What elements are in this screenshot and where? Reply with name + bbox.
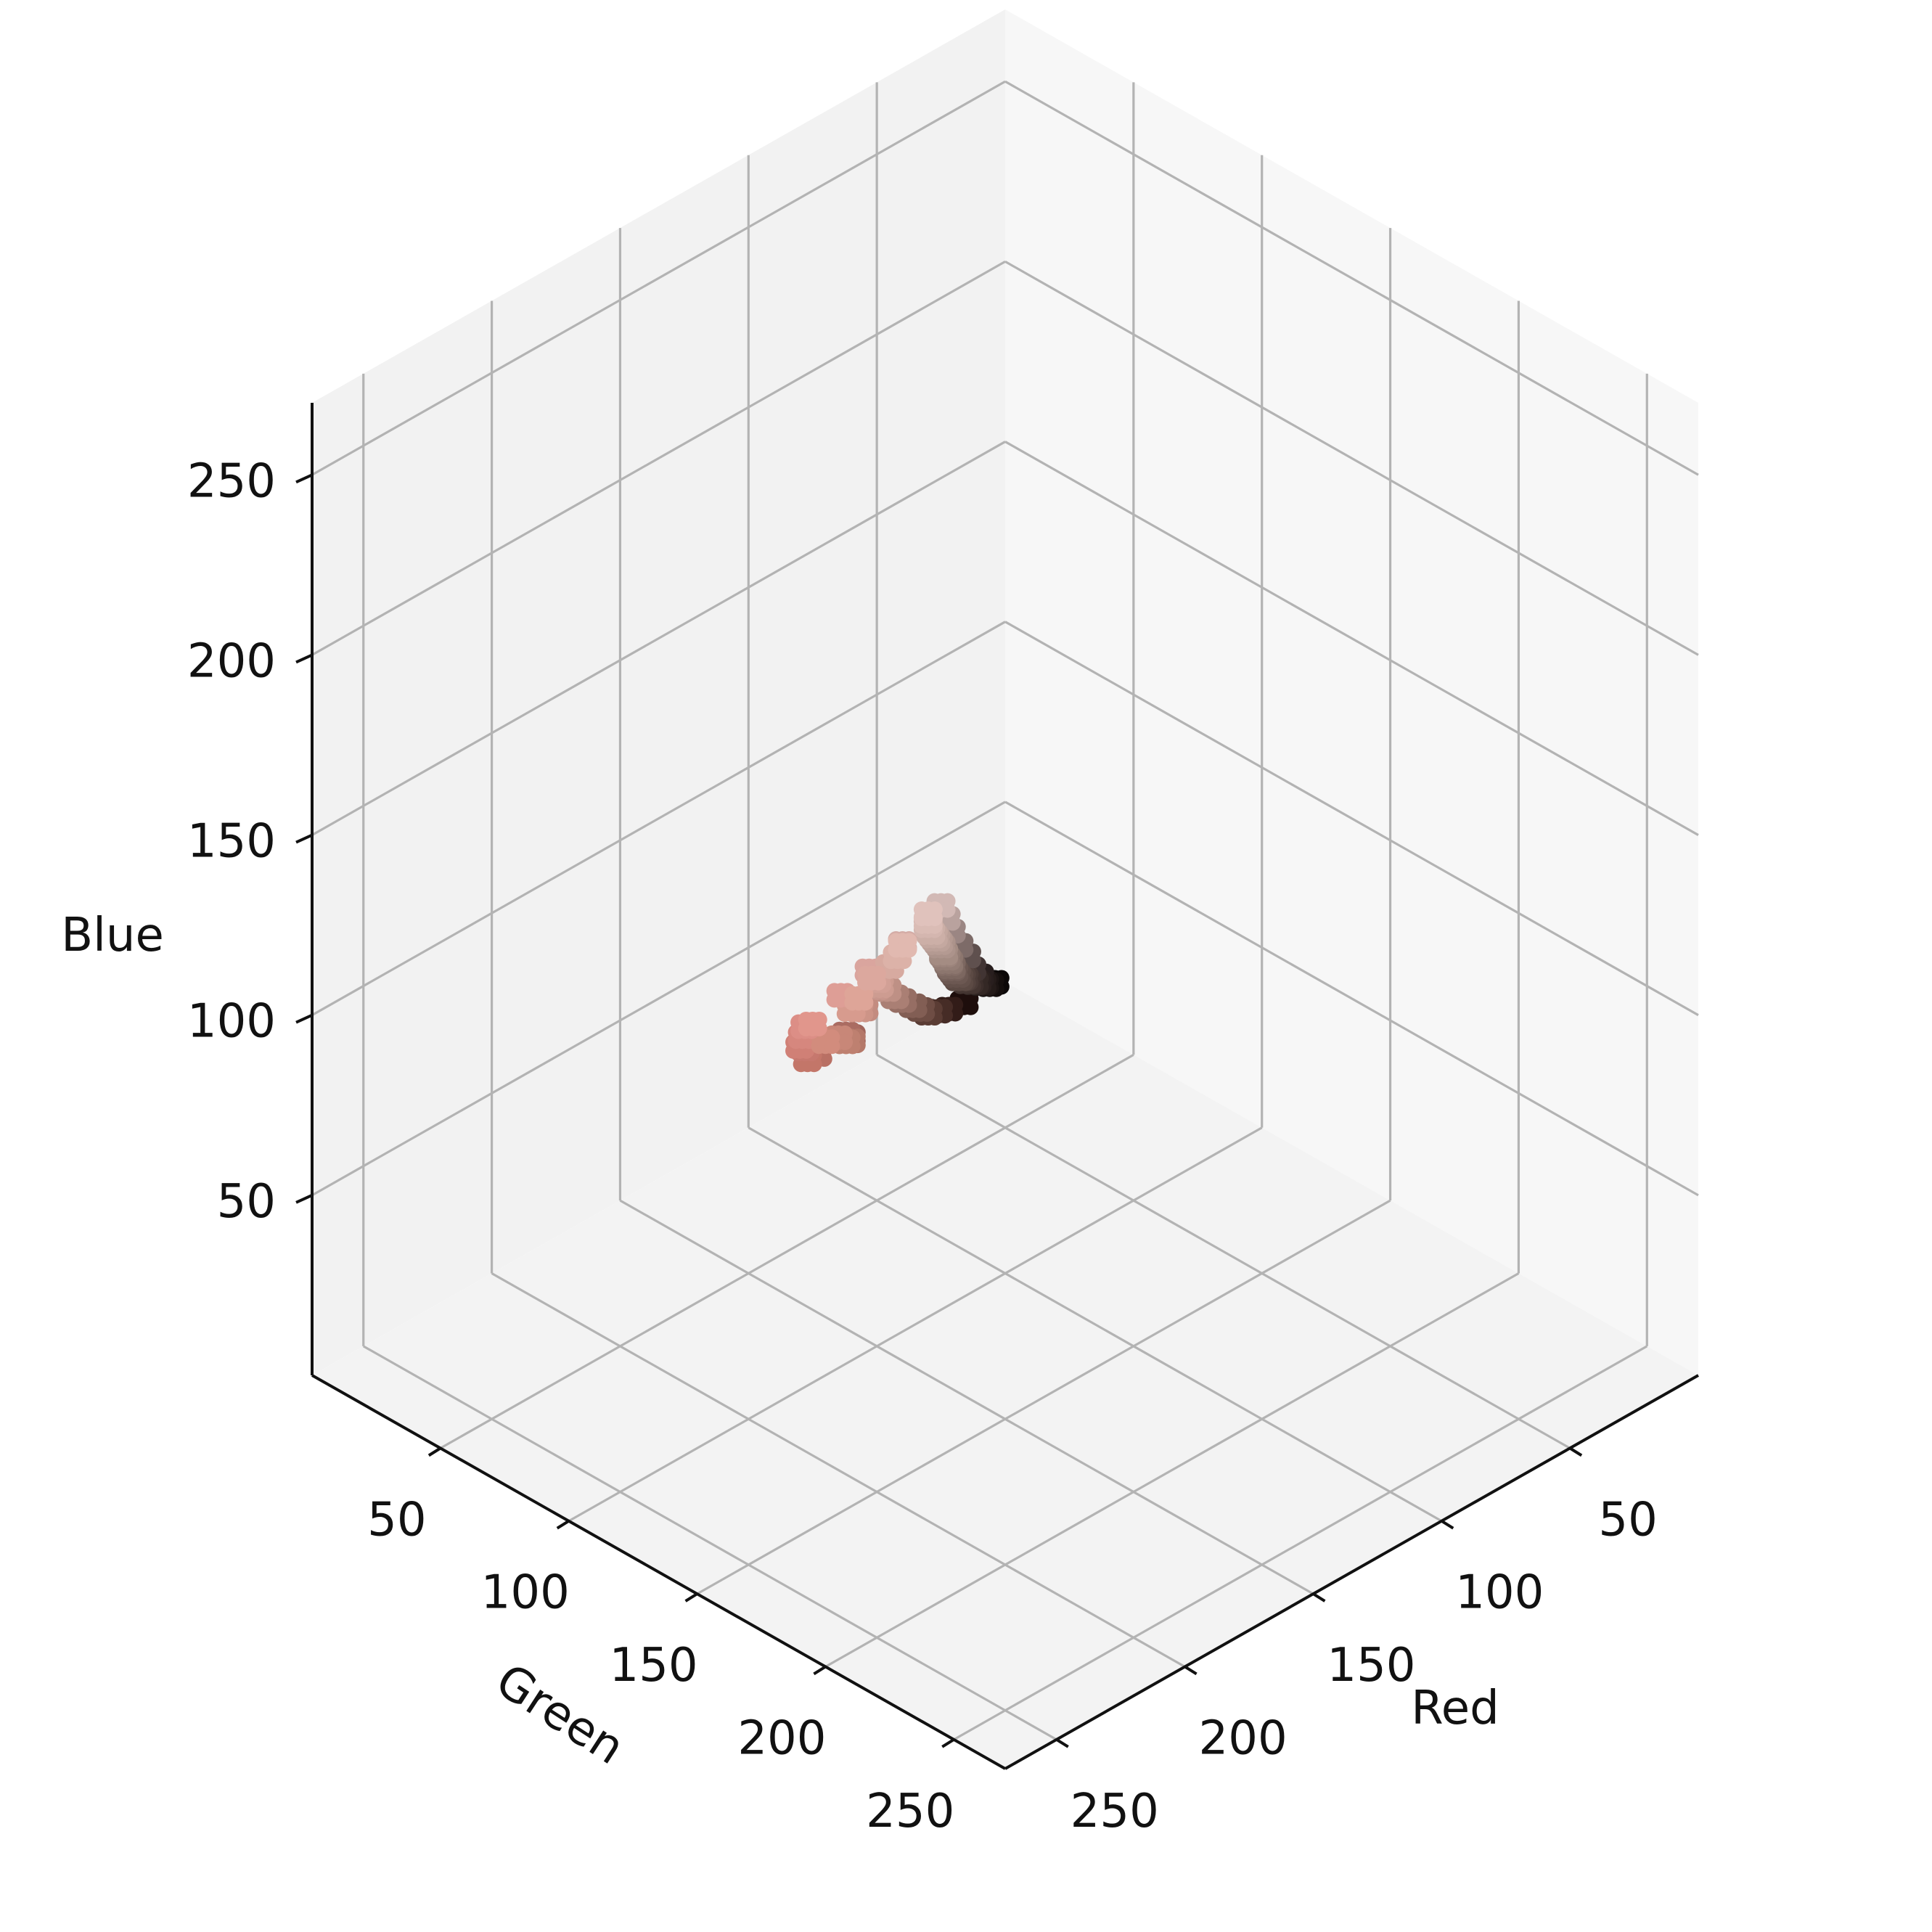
blue-tick-mark (295, 833, 313, 844)
tick-labels: 50 100 150 200 250 50 100 150 200 250 50 100 150 200 2… (187, 454, 1658, 1838)
gridline-blue-left (311, 621, 1006, 1017)
data-point (944, 914, 961, 931)
gridline-green-floor (568, 1126, 1263, 1523)
red-tick-label: 50 (1598, 1493, 1657, 1547)
red-tick-mark (1569, 1446, 1583, 1457)
blue-tick-label: 250 (187, 454, 276, 508)
green-tick-mark (427, 1446, 441, 1457)
green-tick-label: 100 (481, 1566, 570, 1620)
blue-tick-label: 50 (217, 1175, 276, 1229)
axis-panes (312, 9, 1698, 1769)
data-points (785, 893, 1010, 1073)
grid-lines (311, 80, 1699, 1741)
gridline-green-floor (696, 1199, 1391, 1595)
gridline-blue-right (1004, 261, 1699, 656)
gridline-blue-left (311, 441, 1006, 836)
data-point (824, 1038, 840, 1055)
data-point (857, 994, 874, 1011)
gridline-red-floor (619, 1199, 1314, 1595)
blue-tick-label: 150 (187, 815, 276, 869)
blue-tick-mark (295, 1194, 313, 1204)
blue-tick-mark (295, 653, 313, 664)
red-tick-label: 250 (1071, 1785, 1159, 1838)
z-axis-label: Blue (61, 909, 164, 962)
gridline-blue-right (1004, 80, 1699, 476)
gridline-red-floor (491, 1272, 1186, 1668)
blue-tick-mark (295, 1013, 313, 1024)
red-axis-line (1004, 1374, 1699, 1770)
pane-right-wall (1005, 9, 1698, 1375)
gridline-red-floor (362, 1345, 1057, 1741)
green-tick-mark (813, 1665, 827, 1676)
green-tick-mark (556, 1520, 570, 1530)
green-tick-label: 250 (866, 1785, 954, 1838)
gridline-blue-right (1004, 621, 1699, 1017)
gridline-blue-right (1004, 801, 1699, 1197)
red-tick-mark (1184, 1665, 1198, 1676)
data-point (811, 1020, 827, 1036)
red-tick-mark (1312, 1592, 1326, 1603)
green-tick-mark (684, 1592, 698, 1603)
blue-tick-label: 200 (187, 634, 276, 688)
red-tick-mark (1441, 1520, 1454, 1530)
axis-lines (295, 403, 1699, 1770)
x-axis-label: Red (1411, 1682, 1499, 1735)
gridline-blue-right (1004, 441, 1699, 836)
gridline-blue-left (311, 801, 1006, 1197)
gridline-red-floor (748, 1126, 1443, 1523)
gridline-green-floor (440, 1053, 1134, 1449)
blue-tick-label: 100 (187, 995, 276, 1049)
red-tick-label: 150 (1327, 1639, 1415, 1692)
green-tick-label: 150 (609, 1639, 697, 1692)
data-point (962, 999, 979, 1015)
red-tick-label: 100 (1455, 1566, 1544, 1620)
green-axis-line (311, 1374, 1006, 1770)
green-tick-mark (941, 1738, 955, 1748)
gridline-blue-left (311, 80, 1006, 476)
data-point (837, 1033, 854, 1050)
gridline-green-floor (953, 1345, 1648, 1741)
blue-tick-mark (295, 473, 313, 484)
green-tick-label: 200 (737, 1711, 826, 1765)
data-point (926, 910, 943, 927)
data-point (870, 974, 887, 991)
gridline-red-floor (876, 1053, 1571, 1449)
red-tick-label: 200 (1199, 1711, 1288, 1765)
data-point (939, 901, 956, 918)
red-tick-mark (1055, 1738, 1069, 1748)
green-tick-label: 50 (367, 1493, 426, 1547)
gridline-green-floor (824, 1272, 1520, 1668)
data-point (901, 941, 917, 958)
gridline-blue-left (311, 261, 1006, 656)
